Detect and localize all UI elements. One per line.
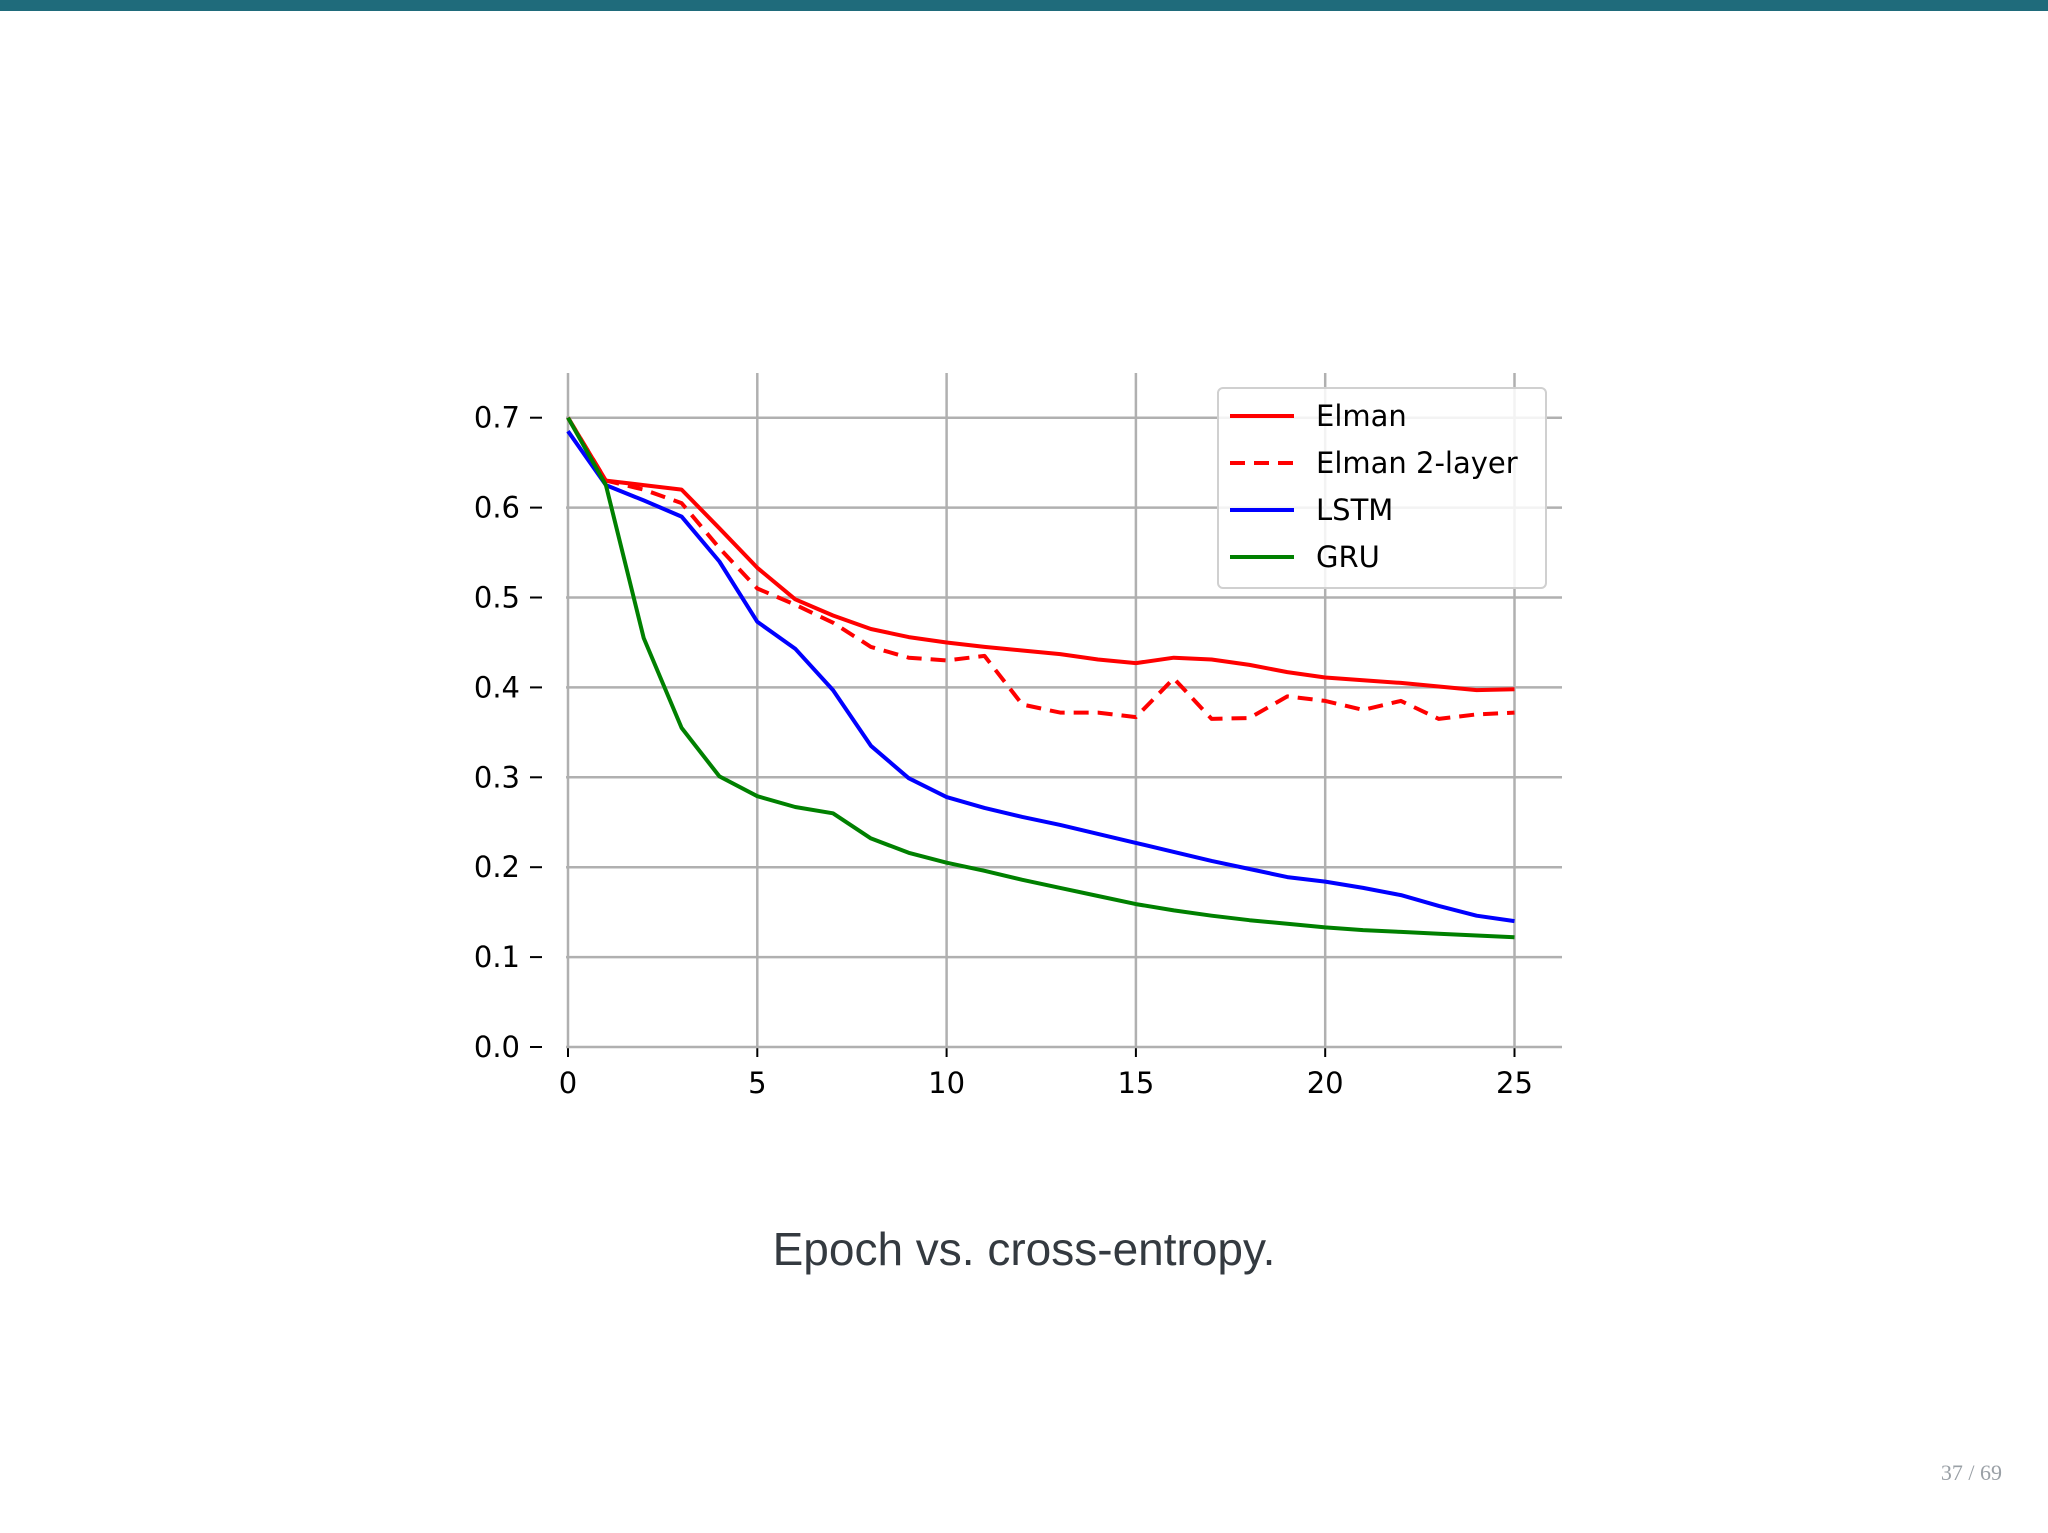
series-line [566, 416, 1515, 693]
series-line [566, 416, 1515, 940]
x-tick-label: 25 [1496, 1066, 1533, 1100]
legend-label: Elman [1316, 399, 1407, 433]
series-line [566, 430, 1515, 924]
series-line [566, 416, 1515, 721]
legend-label: Elman 2-layer [1316, 446, 1518, 480]
y-tick-label: 0.2 [474, 850, 520, 884]
y-tick-label: 0.1 [474, 940, 520, 974]
legend-label: GRU [1316, 540, 1380, 574]
y-tick-label: 0.4 [474, 670, 520, 704]
x-tick-label: 15 [1117, 1066, 1154, 1100]
x-tick-label: 5 [748, 1066, 766, 1100]
x-tick-label: 20 [1307, 1066, 1344, 1100]
figure-caption: Epoch vs. cross-entropy. [772, 1223, 1276, 1275]
y-tick-label: 0.0 [474, 1030, 520, 1064]
y-tick-label: 0.6 [474, 491, 520, 525]
top-accent-bar [0, 0, 2048, 11]
legend-label: LSTM [1316, 493, 1393, 527]
y-tick-label: 0.7 [474, 401, 520, 435]
page-number: 37 / 69 [1940, 1460, 2002, 1485]
x-tick-label: 10 [928, 1066, 965, 1100]
y-tick-label: 0.3 [474, 760, 520, 794]
x-tick-label: 0 [559, 1066, 577, 1100]
y-tick-label: 0.5 [474, 581, 520, 615]
legend-box [1217, 387, 1547, 589]
